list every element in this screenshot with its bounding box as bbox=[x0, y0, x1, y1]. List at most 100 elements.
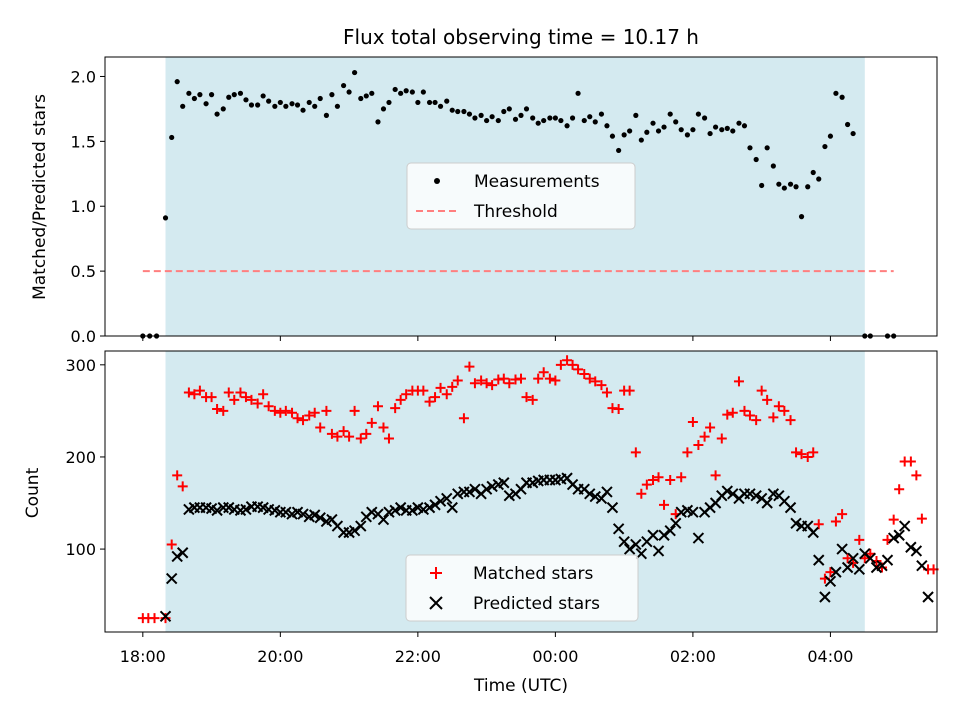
matched-star-point bbox=[773, 401, 784, 412]
matched-star-point bbox=[498, 373, 509, 384]
matched-star-point bbox=[876, 562, 887, 573]
measurement-point bbox=[243, 97, 249, 103]
measurement-point bbox=[255, 102, 261, 108]
top-legend: Measurements Threshold bbox=[406, 162, 636, 230]
predicted-star-point bbox=[314, 512, 326, 524]
measurement-point bbox=[495, 117, 501, 124]
matched-star-point bbox=[716, 433, 727, 444]
measurement-point bbox=[805, 184, 811, 190]
top-panel: 0.0 0.5 1.0 1.5 2.0 Flux total observing tim… bbox=[30, 25, 938, 346]
bottom-x-tick-label: 02:00 bbox=[670, 647, 716, 666]
predicted-star-point bbox=[922, 591, 934, 603]
matched-star-point bbox=[727, 407, 738, 418]
bottom-y-axis: 100 200 300 bbox=[65, 356, 105, 559]
predicted-star-point bbox=[750, 489, 762, 502]
predicted-star-point bbox=[784, 501, 797, 514]
matched-star-point bbox=[487, 380, 498, 391]
matched-star-point bbox=[378, 422, 389, 433]
bottom-x-axis-label: Time (UTC) bbox=[473, 676, 568, 696]
measurement-point bbox=[736, 120, 742, 126]
matched-star-point bbox=[544, 373, 555, 384]
matched-star-point bbox=[298, 415, 309, 426]
matched-star-point bbox=[791, 447, 802, 458]
measurement-point bbox=[169, 134, 175, 141]
matched-star-point bbox=[768, 412, 779, 423]
measurement-point bbox=[850, 130, 856, 137]
measurement-point bbox=[237, 90, 244, 96]
predicted-star-point bbox=[721, 485, 733, 497]
measurement-point bbox=[484, 117, 490, 124]
matched-star-point bbox=[383, 433, 394, 444]
measurement-point bbox=[306, 99, 312, 106]
matched-star-point bbox=[223, 387, 234, 398]
measurement-point bbox=[289, 101, 295, 107]
measurement-point bbox=[506, 106, 512, 112]
measurement-point bbox=[300, 107, 306, 113]
predicted-star-point bbox=[813, 554, 825, 566]
measurement-point bbox=[730, 128, 736, 134]
predicted-star-point bbox=[790, 517, 802, 529]
predicted-star-point bbox=[623, 543, 636, 555]
measurement-point bbox=[667, 111, 673, 117]
measurement-point bbox=[323, 112, 330, 118]
matched-star-point bbox=[854, 534, 865, 545]
predicted-star-point bbox=[389, 504, 401, 517]
matched-star-point bbox=[894, 484, 905, 495]
measurement-point bbox=[793, 184, 799, 190]
measurement-point bbox=[530, 115, 536, 121]
matched-star-point bbox=[349, 405, 360, 416]
predicted-star-point bbox=[887, 532, 900, 544]
measurement-point bbox=[719, 127, 725, 133]
predicted-star-point bbox=[355, 520, 367, 532]
measurement-point bbox=[380, 106, 387, 112]
predicted-star-point bbox=[830, 566, 842, 578]
predicted-star-point bbox=[601, 486, 613, 498]
predicted-star-point bbox=[664, 524, 676, 537]
matched-star-point bbox=[321, 405, 332, 416]
matched-star-point bbox=[630, 447, 641, 458]
measurement-point bbox=[375, 119, 381, 125]
measurement-point bbox=[707, 130, 713, 137]
matched-star-point bbox=[235, 387, 246, 398]
measurement-point bbox=[358, 95, 364, 102]
measurement-point bbox=[759, 182, 765, 189]
matched-star-point bbox=[905, 456, 916, 467]
bottom-x-tick-label: 18:00 bbox=[120, 647, 166, 666]
measurement-point bbox=[260, 93, 266, 99]
measurement-point bbox=[340, 82, 347, 89]
matched-star-point bbox=[624, 385, 635, 396]
measurement-point bbox=[197, 92, 203, 98]
measurement-point bbox=[180, 103, 186, 109]
measurement-point bbox=[764, 145, 770, 151]
matched-star-point bbox=[751, 415, 762, 426]
predicted-star-point bbox=[847, 552, 859, 565]
matched-star-point bbox=[183, 387, 194, 398]
matched-star-point bbox=[596, 380, 607, 391]
measurement-point bbox=[472, 115, 478, 121]
predicted-star-point bbox=[687, 506, 699, 518]
predicted-star-point bbox=[606, 501, 619, 514]
predicted-star-point bbox=[836, 543, 848, 555]
measurement-point bbox=[466, 111, 473, 117]
measurement-point bbox=[478, 112, 484, 118]
measurement-point bbox=[501, 108, 507, 115]
measurement-point bbox=[627, 128, 633, 134]
predicted-star-point bbox=[727, 488, 739, 500]
measurement-point bbox=[776, 181, 782, 187]
top-measurement-points bbox=[140, 69, 897, 339]
matched-star-point bbox=[699, 431, 710, 442]
matched-star-point bbox=[287, 407, 298, 418]
measurement-point bbox=[678, 127, 684, 133]
measurement-point bbox=[312, 103, 318, 109]
matched-star-point bbox=[562, 355, 573, 366]
measurement-point bbox=[409, 89, 415, 95]
predicted-star-point bbox=[159, 610, 172, 623]
matched-star-point bbox=[435, 382, 446, 393]
bottom-x-axis: 18:00 20:00 22:00 00:00 02:00 04:00 bbox=[120, 632, 853, 666]
measurement-point bbox=[592, 119, 598, 125]
matched-star-point bbox=[550, 375, 561, 386]
legend-predicted-label: Predicted stars bbox=[473, 594, 600, 614]
legend-matched-label: Matched stars bbox=[473, 564, 593, 584]
measurement-point bbox=[575, 90, 581, 96]
measurement-point bbox=[564, 123, 570, 129]
